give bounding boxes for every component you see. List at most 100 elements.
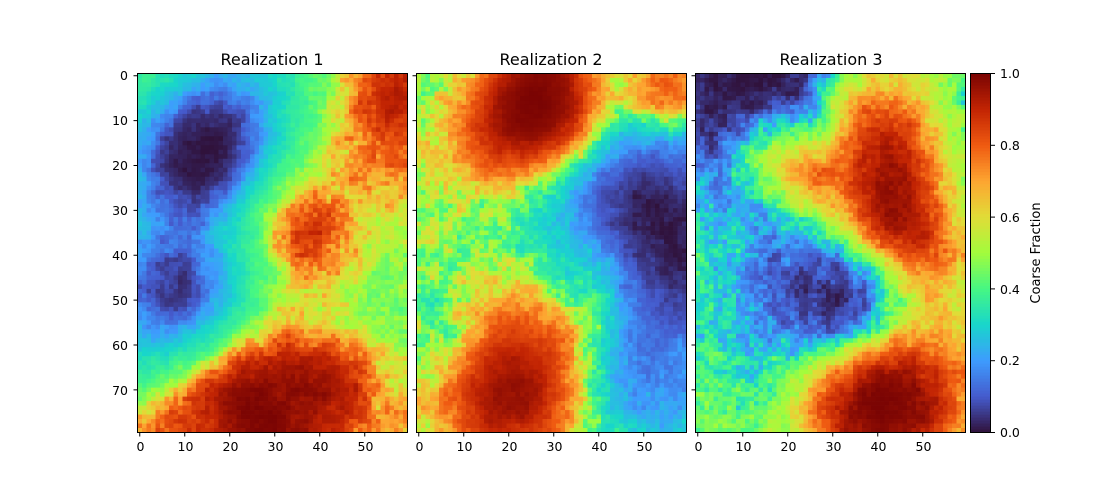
heatmap-cell	[371, 365, 377, 371]
heatmap-cell	[371, 423, 377, 429]
heatmap-cell	[236, 320, 242, 326]
heatmap-cell	[290, 181, 296, 187]
heatmap-cell	[317, 396, 323, 402]
heatmap-cell	[232, 423, 237, 429]
heatmap-cell	[313, 221, 318, 227]
heatmap-cell	[308, 396, 314, 402]
heatmap-cell	[295, 401, 300, 406]
heatmap-cell	[146, 122, 152, 128]
heatmap-cell	[218, 176, 224, 182]
heatmap-cell	[241, 199, 246, 204]
heatmap-cell	[308, 109, 314, 115]
heatmap-cell	[236, 428, 242, 433]
heatmap-cell	[214, 181, 219, 187]
heatmap-cell	[286, 356, 291, 362]
heatmap-cell	[371, 221, 377, 227]
heatmap-cell	[389, 113, 395, 119]
heatmap-cell	[169, 113, 174, 119]
heatmap-cell	[322, 91, 327, 97]
heatmap-cell	[308, 374, 314, 379]
heatmap-cell	[151, 351, 156, 357]
heatmap-cell	[376, 104, 381, 110]
heatmap-cell	[286, 149, 291, 155]
heatmap-cell	[362, 136, 368, 142]
heatmap-cell	[182, 347, 188, 353]
heatmap-cell	[376, 100, 381, 106]
heatmap-cell	[277, 279, 282, 285]
heatmap-cell	[304, 82, 309, 88]
heatmap-cell	[164, 383, 170, 388]
heatmap-cell	[196, 365, 201, 371]
heatmap-cell	[362, 293, 368, 299]
heatmap-cell	[146, 275, 152, 281]
heatmap-cell	[200, 217, 206, 222]
heatmap-cell	[583, 73, 588, 79]
heatmap-cell	[403, 203, 408, 209]
heatmap-cell	[155, 315, 161, 321]
heatmap-cell	[182, 145, 188, 151]
heatmap-cell	[389, 248, 395, 254]
heatmap-cell	[322, 248, 327, 254]
heatmap-cell	[344, 109, 350, 115]
heatmap-cell	[304, 199, 309, 204]
heatmap-cell	[322, 163, 327, 169]
heatmap-cell	[380, 360, 386, 366]
heatmap-cell	[394, 261, 399, 267]
heatmap-cell	[353, 419, 359, 424]
heatmap-cell	[173, 136, 179, 142]
heatmap-cell	[241, 401, 246, 406]
heatmap-cell	[241, 338, 246, 344]
heatmap-cell	[362, 383, 368, 388]
heatmap-cell	[317, 145, 323, 151]
heatmap-cell	[326, 104, 332, 110]
heatmap-cell	[367, 338, 372, 344]
heatmap-cell	[389, 342, 395, 348]
heatmap-cell	[353, 145, 359, 151]
heatmap-cell	[200, 297, 206, 303]
heatmap-cell	[326, 248, 332, 254]
heatmap-cell	[169, 248, 174, 254]
heatmap-cell	[326, 136, 332, 142]
heatmap-cell	[340, 410, 345, 415]
heatmap-cell	[394, 149, 399, 155]
heatmap-cell	[155, 73, 161, 79]
heatmap-cell	[187, 226, 192, 231]
heatmap-cell	[142, 127, 147, 133]
heatmap-cell	[358, 338, 363, 344]
heatmap-cell	[223, 356, 228, 362]
heatmap-cell	[299, 297, 305, 303]
heatmap-cell	[313, 347, 318, 353]
heatmap-cell	[380, 118, 386, 124]
heatmap-cell	[358, 405, 363, 411]
heatmap-cell	[380, 122, 386, 128]
heatmap-cell	[268, 311, 273, 317]
heatmap-cell	[209, 226, 215, 231]
heatmap-cell	[151, 248, 156, 254]
heatmap-cell	[245, 378, 251, 384]
heatmap-cell	[389, 419, 395, 424]
heatmap-cell	[214, 351, 219, 357]
heatmap-cell	[349, 73, 354, 79]
heatmap-cell	[272, 369, 278, 375]
heatmap-cell	[263, 360, 269, 366]
heatmap-cell	[304, 95, 309, 101]
heatmap-cell	[169, 136, 174, 142]
heatmap-cell	[169, 351, 174, 357]
heatmap-cell	[290, 244, 296, 249]
heatmap-cell	[214, 293, 219, 299]
heatmap-cell	[137, 275, 143, 281]
heatmap-cell	[223, 297, 228, 303]
heatmap-cell	[223, 167, 228, 173]
heatmap-cell	[335, 374, 341, 379]
heatmap-cell	[335, 230, 341, 236]
heatmap-cell	[142, 104, 147, 110]
heatmap-cell	[398, 284, 404, 290]
heatmap-cell	[200, 253, 206, 258]
heatmap-cell	[403, 297, 408, 303]
heatmap-cell	[142, 360, 147, 366]
heatmap-cell	[403, 369, 408, 375]
heatmap-cell	[142, 82, 147, 88]
heatmap-cell	[317, 248, 323, 254]
heatmap-cell	[380, 140, 386, 146]
heatmap-cell	[178, 311, 183, 317]
